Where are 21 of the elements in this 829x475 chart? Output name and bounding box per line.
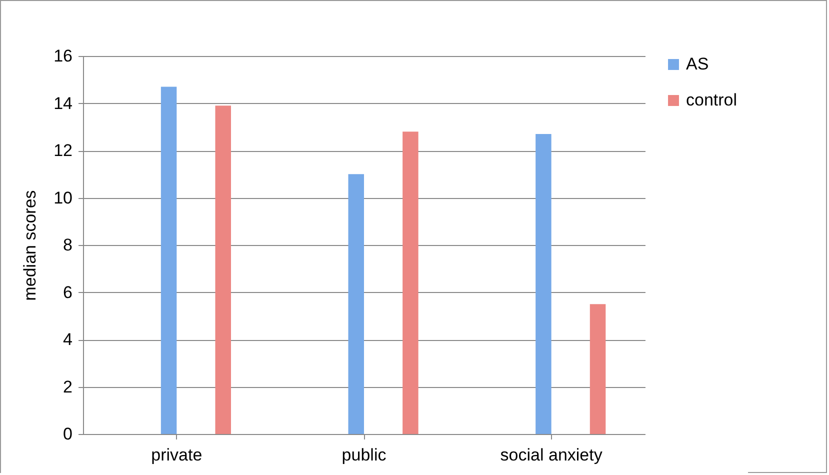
y-tick-label: 2 — [63, 377, 72, 396]
bar — [215, 106, 231, 434]
bar — [402, 132, 418, 434]
x-tick-label: private — [151, 446, 202, 464]
y-axis-title: median scores — [20, 190, 40, 301]
x-tick-label: public — [342, 446, 387, 464]
bar — [160, 86, 177, 434]
bar — [590, 304, 606, 434]
y-tick-label: 0 — [63, 424, 72, 444]
bar — [536, 134, 552, 434]
y-tick-label: 16 — [54, 46, 72, 66]
legend-label: control — [686, 90, 738, 110]
legend-label: AS — [686, 54, 709, 74]
y-tick-label: 6 — [63, 282, 72, 302]
y-tick-label: 4 — [63, 330, 72, 349]
y-tick-label: 14 — [54, 94, 72, 113]
y-tick-label: 10 — [54, 188, 72, 208]
bar — [348, 174, 364, 434]
y-tick-label: 8 — [63, 236, 72, 254]
x-tick-label: social anxiety — [500, 446, 603, 464]
y-tick-label: 12 — [54, 141, 72, 160]
